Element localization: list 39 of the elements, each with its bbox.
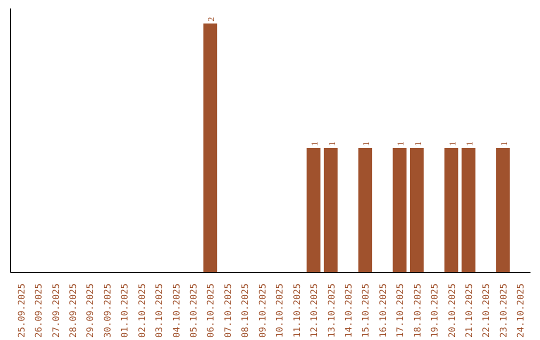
x-tick-label: 26.09.2025 (34, 283, 45, 338)
x-tick-label: 30.09.2025 (103, 283, 114, 338)
x-tick-label: 07.10.2025 (224, 283, 234, 338)
x-tick-label: 13.10.2025 (327, 283, 338, 338)
x-tick-label: 25.09.2025 (17, 283, 28, 338)
x-tick-label: 27.09.2025 (52, 283, 62, 338)
x-tick-label: 14.10.2025 (344, 283, 354, 338)
x-tick-label: 15.10.2025 (362, 283, 372, 338)
data-label: 1 (498, 141, 509, 146)
x-tick-label: 11.10.2025 (292, 283, 303, 338)
x-tick-label: 03.10.2025 (155, 283, 166, 338)
x-tick-label: 02.10.2025 (138, 283, 148, 338)
x-tick-label: 01.10.2025 (120, 283, 131, 338)
x-tick-label: 28.09.2025 (68, 283, 79, 338)
x-tick-label: 21.10.2025 (465, 283, 476, 338)
x-tick-label: 24.10.2025 (516, 283, 527, 338)
x-tick-label: 20.10.2025 (448, 283, 458, 338)
x-tick-label: 16.10.2025 (378, 283, 389, 338)
data-label: 1 (447, 141, 458, 146)
data-label: 1 (361, 141, 372, 146)
x-tick-label: 19.10.2025 (430, 283, 441, 338)
x-tick-label: 05.10.2025 (190, 283, 200, 338)
data-label: 1 (412, 141, 423, 146)
x-tick-label: 12.10.2025 (310, 283, 320, 338)
x-tick-label: 23.10.2025 (499, 283, 510, 338)
x-tick-label: 18.10.2025 (413, 283, 424, 338)
data-label: 1 (396, 141, 406, 146)
x-tick-label: 09.10.2025 (258, 283, 268, 338)
x-tick-label: 08.10.2025 (241, 283, 252, 338)
data-label: 1 (326, 141, 337, 146)
x-tick-label: 17.10.2025 (396, 283, 406, 338)
x-tick-label: 04.10.2025 (172, 283, 182, 338)
x-tick-label: 06.10.2025 (206, 283, 217, 338)
data-label: 1 (310, 141, 320, 146)
data-label: 2 (206, 16, 216, 22)
x-tick-label: 29.09.2025 (86, 283, 96, 338)
data-label: 1 (464, 141, 475, 146)
x-tick-label: 10.10.2025 (276, 283, 286, 338)
x-tick-label: 22.10.2025 (482, 283, 492, 338)
